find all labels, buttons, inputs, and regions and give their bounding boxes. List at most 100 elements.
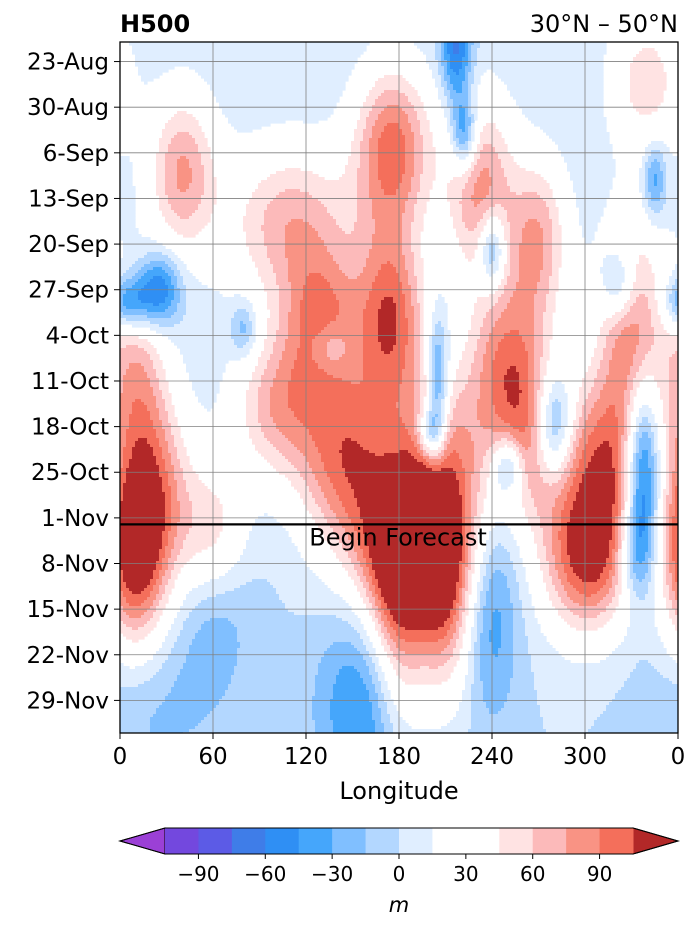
- heatmap-cell: [666, 162, 678, 166]
- heatmap-cell: [423, 462, 430, 466]
- heatmap-cell: [444, 45, 448, 49]
- heatmap-cell: [231, 123, 271, 127]
- heatmap-cell: [468, 168, 475, 172]
- heatmap-cell: [444, 114, 451, 118]
- heatmap-cell: [459, 561, 466, 565]
- heatmap-cell: [246, 234, 265, 238]
- heatmap-cell: [468, 111, 472, 115]
- heatmap-cell: [444, 381, 448, 385]
- heatmap-cell: [636, 444, 640, 448]
- heatmap-cell: [147, 438, 160, 442]
- heatmap-cell: [657, 456, 661, 460]
- heatmap-cell: [489, 174, 505, 178]
- heatmap-cell: [180, 504, 193, 508]
- heatmap-cell: [576, 447, 586, 451]
- heatmap-cell: [648, 144, 667, 148]
- heatmap-cell: [564, 159, 616, 163]
- heatmap-cell: [612, 534, 616, 538]
- heatmap-cell: [444, 90, 451, 94]
- heatmap-cell: [522, 231, 544, 235]
- heatmap-cell: [471, 513, 478, 517]
- heatmap-cell: [126, 471, 160, 475]
- heatmap-cell: [420, 345, 424, 349]
- heatmap-cell: [648, 351, 676, 355]
- heatmap-cell: [465, 504, 472, 508]
- heatmap-cell: [483, 246, 490, 250]
- heatmap-cell: [504, 375, 520, 379]
- heatmap-cell: [396, 309, 406, 313]
- heatmap-cell: [408, 318, 415, 322]
- heatmap-cell: [612, 456, 619, 460]
- heatmap-cell: [552, 447, 559, 451]
- heatmap-cell: [654, 342, 678, 346]
- heatmap-cell: [447, 72, 457, 76]
- heatmap-cell: [528, 360, 535, 364]
- heatmap-cell: [480, 150, 496, 154]
- heatmap-cell: [429, 339, 433, 343]
- heatmap-cell: [288, 399, 400, 403]
- heatmap-cell: [285, 435, 313, 439]
- heatmap-cell: [423, 150, 436, 154]
- heatmap-cell: [216, 96, 340, 100]
- heatmap-cell: [174, 567, 181, 571]
- heatmap-cell: [585, 372, 598, 376]
- heatmap-cell: [135, 399, 142, 403]
- heatmap-cell: [489, 561, 514, 565]
- heatmap-cell: [504, 378, 520, 382]
- heatmap-cell: [348, 570, 358, 574]
- heatmap-cell: [411, 285, 418, 289]
- heatmap-cell: [663, 528, 667, 532]
- heatmap-cell: [549, 561, 556, 565]
- heatmap-cell: [402, 252, 415, 256]
- heatmap-cell: [642, 198, 649, 202]
- heatmap-cell: [636, 450, 640, 454]
- heatmap-cell: [180, 291, 187, 295]
- heatmap-cell: [363, 570, 370, 574]
- heatmap-cell: [603, 567, 613, 571]
- heatmap-cell: [177, 177, 193, 181]
- heatmap-cell: [471, 528, 475, 532]
- heatmap-cell: [429, 345, 433, 349]
- heatmap-cell: [471, 93, 478, 97]
- heatmap-cell: [441, 75, 445, 79]
- heatmap-cell: [453, 393, 460, 397]
- heatmap-cell: [477, 63, 604, 67]
- heatmap-cell: [123, 495, 166, 499]
- heatmap-cell: [663, 507, 667, 511]
- heatmap-cell: [246, 402, 259, 406]
- heatmap-cell: [468, 543, 472, 547]
- heatmap-cell: [666, 462, 670, 466]
- heatmap-cell: [264, 345, 274, 349]
- heatmap-cell: [417, 294, 424, 298]
- heatmap-cell: [471, 102, 478, 106]
- heatmap-cell: [459, 570, 463, 574]
- heatmap-cell: [615, 525, 619, 529]
- heatmap-cell: [675, 573, 678, 577]
- heatmap-cell: [255, 447, 277, 451]
- heatmap-cell: [258, 273, 277, 277]
- heatmap-cell: [291, 294, 304, 298]
- heatmap-cell: [546, 309, 556, 313]
- heatmap-cell: [414, 204, 427, 208]
- heatmap-cell: [666, 531, 670, 535]
- heatmap-cell: [525, 429, 532, 433]
- heatmap-cell: [180, 519, 193, 523]
- heatmap-cell: [567, 540, 610, 544]
- heatmap-cell: [519, 441, 532, 445]
- heatmap-cell: [177, 528, 190, 532]
- heatmap-cell: [360, 108, 373, 112]
- heatmap-cell: [300, 309, 340, 313]
- heatmap-cell: [441, 321, 448, 325]
- heatmap-cell: [273, 345, 286, 349]
- heatmap-cell: [450, 426, 457, 430]
- heatmap-cell: [456, 120, 460, 124]
- heatmap-cell: [672, 489, 676, 493]
- heatmap-cell: [561, 525, 568, 529]
- heatmap-cell: [432, 366, 436, 370]
- heatmap-cell: [501, 462, 514, 466]
- heatmap-cell: [654, 330, 667, 334]
- heatmap-cell: [666, 189, 678, 193]
- heatmap-cell: [174, 294, 181, 298]
- heatmap-cell: [525, 507, 538, 511]
- heatmap-cell: [426, 435, 433, 439]
